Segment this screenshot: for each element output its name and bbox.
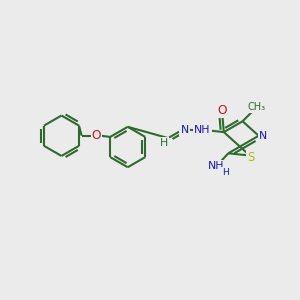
Text: NH: NH [194,125,211,135]
Text: H: H [222,168,229,177]
Text: H: H [160,138,168,148]
Text: N: N [181,125,189,135]
Text: N: N [259,131,267,141]
Text: NH: NH [208,161,225,171]
Text: S: S [247,152,254,164]
Text: O: O [218,103,227,117]
Text: O: O [92,129,101,142]
Text: CH₃: CH₃ [248,102,266,112]
